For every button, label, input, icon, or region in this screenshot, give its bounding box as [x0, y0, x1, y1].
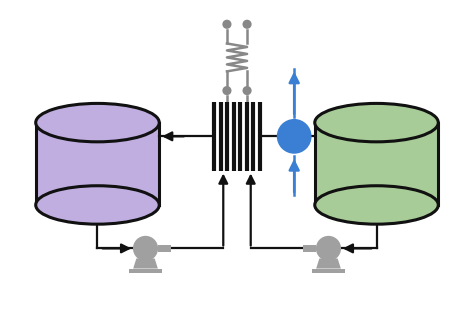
Polygon shape [133, 258, 158, 268]
Ellipse shape [133, 236, 158, 261]
Polygon shape [158, 245, 171, 252]
Polygon shape [316, 258, 341, 268]
Ellipse shape [222, 86, 231, 95]
Polygon shape [315, 123, 438, 205]
Ellipse shape [316, 236, 341, 261]
Ellipse shape [243, 86, 252, 95]
Ellipse shape [277, 119, 311, 154]
Ellipse shape [243, 20, 252, 29]
Ellipse shape [36, 103, 159, 142]
Ellipse shape [36, 186, 159, 224]
Ellipse shape [222, 20, 231, 29]
Polygon shape [312, 268, 345, 273]
Polygon shape [303, 245, 316, 252]
Polygon shape [36, 123, 159, 205]
Ellipse shape [315, 103, 438, 142]
Polygon shape [129, 268, 162, 273]
Ellipse shape [315, 186, 438, 224]
